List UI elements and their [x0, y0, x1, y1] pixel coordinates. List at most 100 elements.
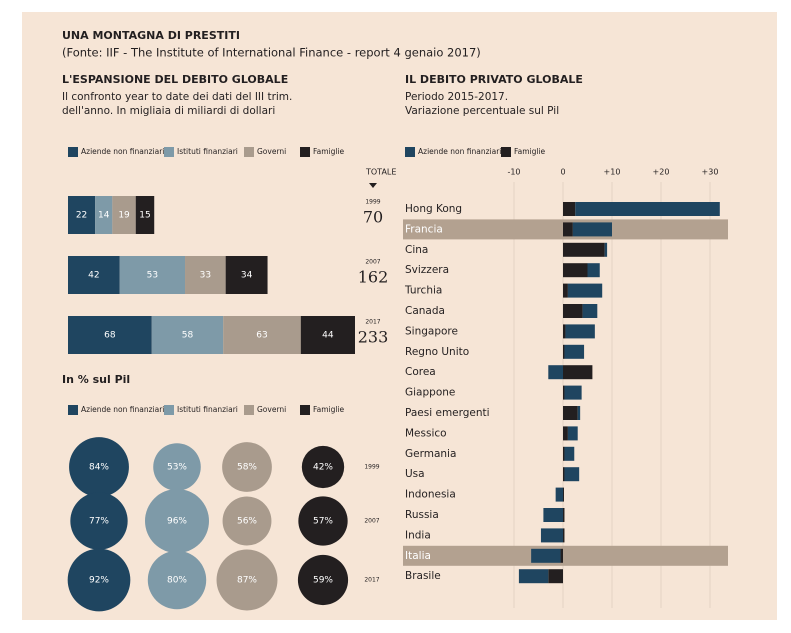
bubble-label: 58%: [237, 463, 257, 473]
total-label: 162: [358, 268, 389, 287]
bubble: [222, 496, 272, 546]
bubble: [222, 442, 272, 492]
bubble: [153, 443, 201, 491]
bar-segment: [563, 324, 566, 339]
category-label: Messico: [405, 427, 447, 439]
legend-swatch: [300, 405, 310, 415]
bubble-label: 84%: [89, 463, 109, 473]
bar-segment: [563, 508, 565, 522]
bar-segment: [567, 426, 578, 441]
bar-segment: [564, 446, 575, 461]
legend-label: Governi: [257, 405, 286, 414]
bar-segment: [563, 385, 565, 400]
category-label: Regno Unito: [405, 346, 469, 358]
bubble-label: 53%: [167, 463, 187, 473]
category-label: Brasile: [405, 570, 441, 582]
bar-label: 15: [139, 211, 150, 221]
bubble: [147, 550, 207, 610]
bar-segment: [548, 365, 563, 380]
bar-segment: [563, 344, 565, 359]
legend-label: Famiglie: [313, 405, 345, 414]
bubble: [145, 489, 209, 553]
bubble-label: 87%: [237, 576, 257, 586]
year-label: 1999: [364, 464, 379, 471]
total-label: 70: [363, 208, 383, 227]
category-label: Singapore: [405, 325, 458, 337]
legend-swatch: [244, 405, 254, 415]
bar-label: 33: [200, 271, 211, 281]
bar-segment: [563, 467, 565, 482]
category-label: India: [405, 529, 431, 541]
bar-segment: [572, 222, 612, 237]
bar-segment: [564, 385, 582, 400]
bar-segment: [151, 316, 224, 354]
bar-segment: [563, 426, 568, 441]
bar-segment: [112, 196, 136, 234]
bar-segment: [119, 256, 186, 294]
bar-segment: [563, 446, 565, 461]
bar-segment: [68, 256, 120, 294]
category-label: Italia: [405, 550, 431, 562]
year-label: 2017: [365, 319, 380, 326]
totals-arrow: [369, 183, 377, 188]
bubble-title: In % sul Pil: [62, 373, 130, 386]
left-subtitle: dell'anno. In migliaia di miliardi di do…: [62, 105, 275, 117]
right-subtitle: Variazione percentuale sul Pil: [405, 105, 559, 117]
category-label: Hong Kong: [405, 203, 462, 215]
bar-segment: [95, 196, 113, 234]
x-tick-label: +10: [604, 168, 621, 177]
bar-segment: [518, 569, 549, 584]
bubble-label: 59%: [313, 576, 333, 586]
bubble: [301, 445, 345, 489]
highlight-band: [403, 545, 728, 566]
bar-segment: [563, 283, 568, 298]
bar-label: 19: [118, 211, 130, 221]
x-tick-label: +30: [702, 168, 719, 177]
left-subtitle: Il confronto year to date dei dati del I…: [62, 91, 292, 103]
bar-segment: [560, 548, 563, 563]
legend-label: Famiglie: [514, 147, 546, 156]
legend-swatch: [405, 147, 415, 157]
legend-label: Aziende non finanziarie: [81, 147, 169, 156]
bar-segment: [582, 304, 598, 318]
year-label: 2007: [364, 518, 379, 525]
bubble-label: 96%: [167, 517, 187, 527]
bar-segment: [543, 508, 563, 522]
legend-swatch: [300, 147, 310, 157]
bubble-label: 56%: [237, 517, 257, 527]
category-label: Paesi emergenti: [405, 407, 490, 419]
legend-swatch: [68, 147, 78, 157]
year-label: 2017: [364, 577, 379, 584]
bar-segment: [563, 487, 564, 502]
category-label: Russia: [405, 509, 439, 521]
bar-label: 53: [147, 271, 158, 281]
bar-segment: [135, 196, 155, 234]
legend-swatch: [164, 147, 174, 157]
bar-segment: [565, 324, 595, 339]
bubble: [70, 492, 128, 550]
bar-label: 63: [256, 331, 267, 341]
bar-segment: [575, 202, 720, 216]
category-label: Giappone: [405, 387, 455, 399]
bar-segment: [587, 263, 600, 278]
bar-segment: [567, 283, 603, 298]
legend-swatch: [68, 405, 78, 415]
bar-segment: [577, 406, 581, 420]
bar-segment: [540, 528, 563, 543]
legend-label: Istituti finanziari: [177, 405, 238, 414]
bar-segment: [225, 256, 268, 294]
legend-label: Aziende non finanziarie: [81, 405, 169, 414]
category-label: Canada: [405, 305, 445, 317]
x-tick-label: -10: [507, 168, 520, 177]
category-label: Francia: [405, 223, 443, 235]
bar-label: 68: [104, 331, 116, 341]
main-title: UNA MONTAGNA DI PRESTITI: [62, 29, 240, 42]
bar-segment: [563, 528, 565, 543]
bar-segment: [555, 487, 563, 502]
bar-label: 42: [88, 271, 99, 281]
year-label: 2007: [365, 259, 380, 266]
bar-segment: [531, 548, 561, 563]
bubble: [216, 549, 278, 611]
legend-label: Istituti finanziari: [177, 147, 238, 156]
legend-swatch: [244, 147, 254, 157]
